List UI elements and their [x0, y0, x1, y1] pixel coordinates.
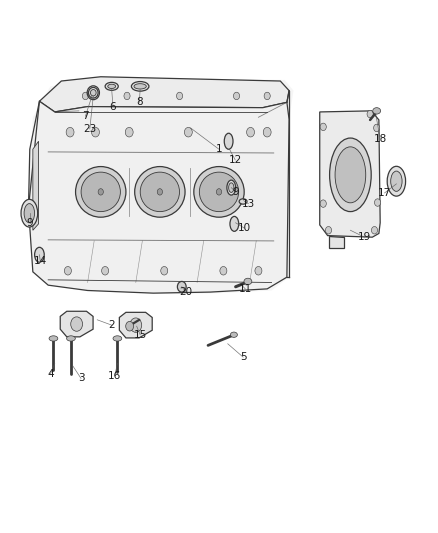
Circle shape	[82, 92, 88, 100]
Circle shape	[161, 266, 168, 275]
Ellipse shape	[81, 172, 120, 212]
Circle shape	[98, 189, 103, 195]
Circle shape	[177, 281, 186, 292]
Text: 1: 1	[215, 144, 223, 154]
Polygon shape	[119, 312, 152, 338]
Text: 16: 16	[108, 371, 121, 381]
Circle shape	[130, 318, 142, 333]
Circle shape	[216, 189, 222, 195]
Circle shape	[66, 127, 74, 137]
Circle shape	[263, 127, 271, 137]
Text: 23: 23	[83, 124, 96, 134]
Circle shape	[320, 123, 326, 131]
Ellipse shape	[227, 180, 236, 195]
Ellipse shape	[194, 166, 244, 217]
Polygon shape	[28, 101, 289, 293]
Polygon shape	[33, 141, 39, 230]
Polygon shape	[60, 311, 93, 337]
Ellipse shape	[24, 204, 35, 223]
Ellipse shape	[373, 108, 381, 114]
Ellipse shape	[330, 138, 371, 212]
Polygon shape	[39, 77, 289, 112]
Circle shape	[220, 266, 227, 275]
Text: 11: 11	[239, 284, 252, 294]
Circle shape	[126, 321, 134, 331]
Circle shape	[92, 127, 99, 137]
Polygon shape	[328, 236, 344, 248]
Ellipse shape	[105, 82, 118, 90]
Ellipse shape	[21, 199, 38, 227]
Text: 6: 6	[110, 102, 117, 111]
Text: 2: 2	[108, 320, 115, 330]
Ellipse shape	[35, 247, 44, 262]
Polygon shape	[28, 77, 293, 294]
Text: 4: 4	[47, 369, 54, 379]
Circle shape	[374, 124, 380, 132]
Circle shape	[367, 110, 373, 118]
Ellipse shape	[199, 172, 239, 212]
Circle shape	[184, 127, 192, 137]
Ellipse shape	[335, 147, 366, 203]
Ellipse shape	[229, 183, 234, 192]
Circle shape	[71, 317, 82, 331]
Circle shape	[247, 127, 254, 137]
Ellipse shape	[224, 133, 233, 149]
Ellipse shape	[131, 82, 149, 91]
Text: 17: 17	[378, 188, 391, 198]
Circle shape	[157, 189, 162, 195]
Text: 20: 20	[180, 287, 193, 297]
Ellipse shape	[88, 87, 98, 98]
Text: 12: 12	[229, 155, 242, 165]
Ellipse shape	[67, 336, 75, 341]
Ellipse shape	[49, 336, 58, 341]
Ellipse shape	[387, 166, 406, 196]
Text: 5: 5	[240, 352, 247, 362]
Text: 9: 9	[26, 218, 33, 228]
Text: 9: 9	[232, 187, 239, 197]
Text: 18: 18	[374, 134, 387, 143]
Circle shape	[233, 92, 240, 100]
Text: 10: 10	[238, 223, 251, 233]
Ellipse shape	[135, 166, 185, 217]
Circle shape	[64, 266, 71, 275]
Polygon shape	[320, 111, 380, 237]
Circle shape	[177, 92, 183, 100]
Circle shape	[374, 199, 381, 206]
Circle shape	[102, 266, 109, 275]
Circle shape	[124, 92, 130, 100]
Text: 3: 3	[78, 374, 85, 383]
Circle shape	[125, 127, 133, 137]
Circle shape	[264, 92, 270, 100]
Text: 19: 19	[358, 232, 371, 242]
Ellipse shape	[90, 90, 96, 96]
Text: 14: 14	[34, 256, 47, 266]
Ellipse shape	[391, 171, 402, 191]
Text: 13: 13	[242, 199, 255, 208]
Circle shape	[320, 200, 326, 207]
Ellipse shape	[113, 336, 122, 341]
Text: 7: 7	[82, 111, 89, 121]
Circle shape	[371, 227, 378, 234]
Ellipse shape	[76, 166, 126, 217]
Ellipse shape	[244, 278, 252, 285]
Ellipse shape	[134, 84, 146, 89]
Ellipse shape	[230, 332, 237, 337]
Ellipse shape	[239, 199, 247, 204]
Ellipse shape	[108, 84, 116, 88]
Ellipse shape	[140, 172, 180, 212]
Text: 8: 8	[136, 98, 143, 107]
Circle shape	[325, 227, 332, 234]
Text: 15: 15	[134, 330, 147, 340]
Circle shape	[255, 266, 262, 275]
Ellipse shape	[230, 216, 239, 231]
